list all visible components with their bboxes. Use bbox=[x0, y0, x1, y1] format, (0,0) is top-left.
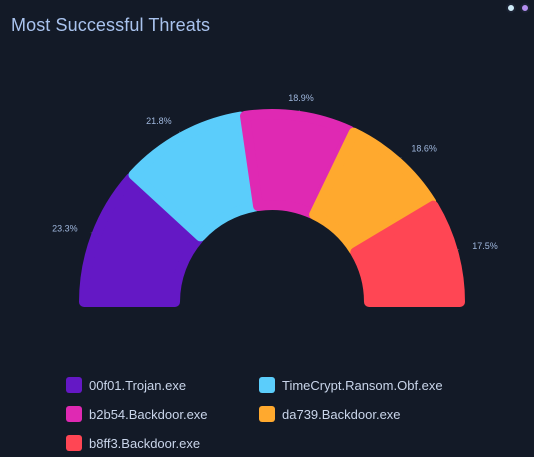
slice-4[interactable] bbox=[350, 200, 465, 307]
legend-swatch bbox=[259, 406, 275, 422]
legend-item-1[interactable]: TimeCrypt.Ransom.Obf.exe bbox=[259, 377, 443, 393]
slice-label: 18.9% bbox=[288, 93, 314, 103]
legend-item-0[interactable]: 00f01.Trojan.exe bbox=[66, 377, 186, 393]
legend-label: b2b54.Backdoor.exe bbox=[89, 406, 208, 422]
purple-dot-icon[interactable] bbox=[520, 3, 530, 13]
slice-label: 17.5% bbox=[472, 241, 498, 251]
window-controls bbox=[506, 3, 530, 13]
slice-label: 18.6% bbox=[411, 143, 437, 153]
legend-item-3[interactable]: da739.Backdoor.exe bbox=[259, 406, 401, 422]
chart-title: Most Successful Threats bbox=[11, 15, 211, 35]
legend-swatch bbox=[259, 377, 275, 393]
legend-label: 00f01.Trojan.exe bbox=[89, 377, 187, 393]
legend-item-4[interactable]: b8ff3.Backdoor.exe bbox=[66, 435, 200, 451]
legend-label: TimeCrypt.Ransom.Obf.exe bbox=[282, 377, 443, 393]
slice-label: 21.8% bbox=[146, 116, 172, 126]
legend-item-2[interactable]: b2b54.Backdoor.exe bbox=[66, 406, 208, 422]
legend-swatch bbox=[66, 406, 82, 422]
semi-donut-chart: 23.3% 21.8% 18.9% 18.6% 17.5% bbox=[52, 93, 498, 307]
legend-label: da739.Backdoor.exe bbox=[282, 406, 401, 422]
slice-label-leader bbox=[400, 157, 402, 159]
slice-label: 23.3% bbox=[52, 223, 78, 233]
light-blue-dot-icon[interactable] bbox=[506, 3, 516, 13]
legend-swatch bbox=[66, 435, 82, 451]
legend-swatch bbox=[66, 377, 82, 393]
legend-label: b8ff3.Backdoor.exe bbox=[89, 435, 201, 451]
